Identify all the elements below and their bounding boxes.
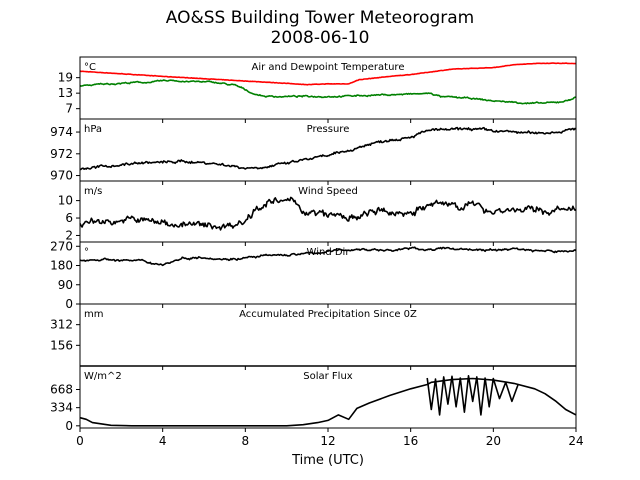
x-tick-label: 8 — [242, 434, 250, 448]
y-tick-label: 270 — [50, 239, 73, 253]
x-axis-label: Time (UTC) — [292, 453, 364, 468]
y-tick-label: 2 — [65, 228, 73, 242]
series-line-0-0 — [79, 62, 577, 86]
x-tick-label: 24 — [568, 434, 583, 448]
series-line-5-0 — [79, 377, 577, 427]
x-tick-label: 16 — [403, 434, 418, 448]
y-tick-label: 312 — [50, 318, 73, 332]
y-tick-label: 13 — [58, 86, 73, 100]
panel-4: 156 312 mm Accumulated Precipitation Since … — [50, 303, 577, 370]
y-tick-label: 972 — [50, 147, 73, 161]
x-tick-label: 0 — [76, 434, 84, 448]
y-tick-label: 970 — [50, 169, 73, 183]
x-tick-label: 12 — [320, 434, 335, 448]
x-tick-label: 4 — [159, 434, 167, 448]
series-line-5-1 — [426, 375, 519, 416]
x-tick-label: 20 — [486, 434, 501, 448]
panel-3: 0 90 180 270 ° Wind Dir — [50, 239, 577, 311]
y-tick-label: 0 — [65, 419, 73, 433]
y-tick-label: 180 — [50, 259, 73, 273]
panel-unit-label: hPa — [84, 124, 102, 135]
panel-5: 0 334 668 W/m^2 Solar Flux — [50, 365, 577, 433]
panel-unit-label: ° — [84, 247, 89, 258]
y-tick-label: 974 — [50, 125, 73, 139]
panel-title: Wind Dir — [307, 247, 351, 258]
y-tick-label: 668 — [50, 382, 73, 396]
series-line-2-0 — [79, 196, 577, 231]
y-tick-label: 19 — [58, 71, 73, 85]
panel-2: 2 6 10 m/s Wind Speed — [58, 180, 577, 246]
y-tick-label: 10 — [58, 194, 73, 208]
panel-title: Pressure — [307, 124, 350, 135]
figure-title: AO&SS Building Tower Meteorogram — [165, 8, 475, 28]
y-tick-label: 7 — [65, 102, 73, 116]
panel-unit-label: m/s — [84, 186, 102, 197]
panel-unit-label: mm — [84, 309, 103, 320]
panel-1: 970 972 974 hPa Pressure — [50, 118, 577, 185]
panel-title: Wind Speed — [298, 186, 358, 197]
y-tick-label: 0 — [65, 297, 73, 311]
series-line-3-0 — [79, 246, 577, 267]
figure-subtitle-date: 2008-06-10 — [270, 28, 370, 48]
panel-title: Solar Flux — [303, 371, 353, 382]
panel-unit-label: W/m^2 — [84, 371, 122, 382]
panel-title: Accumulated Precipitation Since 0Z — [239, 309, 417, 320]
y-tick-label: 90 — [58, 278, 73, 292]
y-tick-label: 334 — [50, 401, 73, 415]
series-line-0-1 — [79, 79, 576, 105]
y-tick-label: 6 — [65, 211, 73, 225]
panel-unit-label: °C — [84, 62, 96, 73]
series-line-1-0 — [79, 126, 577, 171]
panel-title: Air and Dewpoint Temperature — [252, 62, 405, 73]
y-tick-label: 156 — [50, 338, 73, 352]
